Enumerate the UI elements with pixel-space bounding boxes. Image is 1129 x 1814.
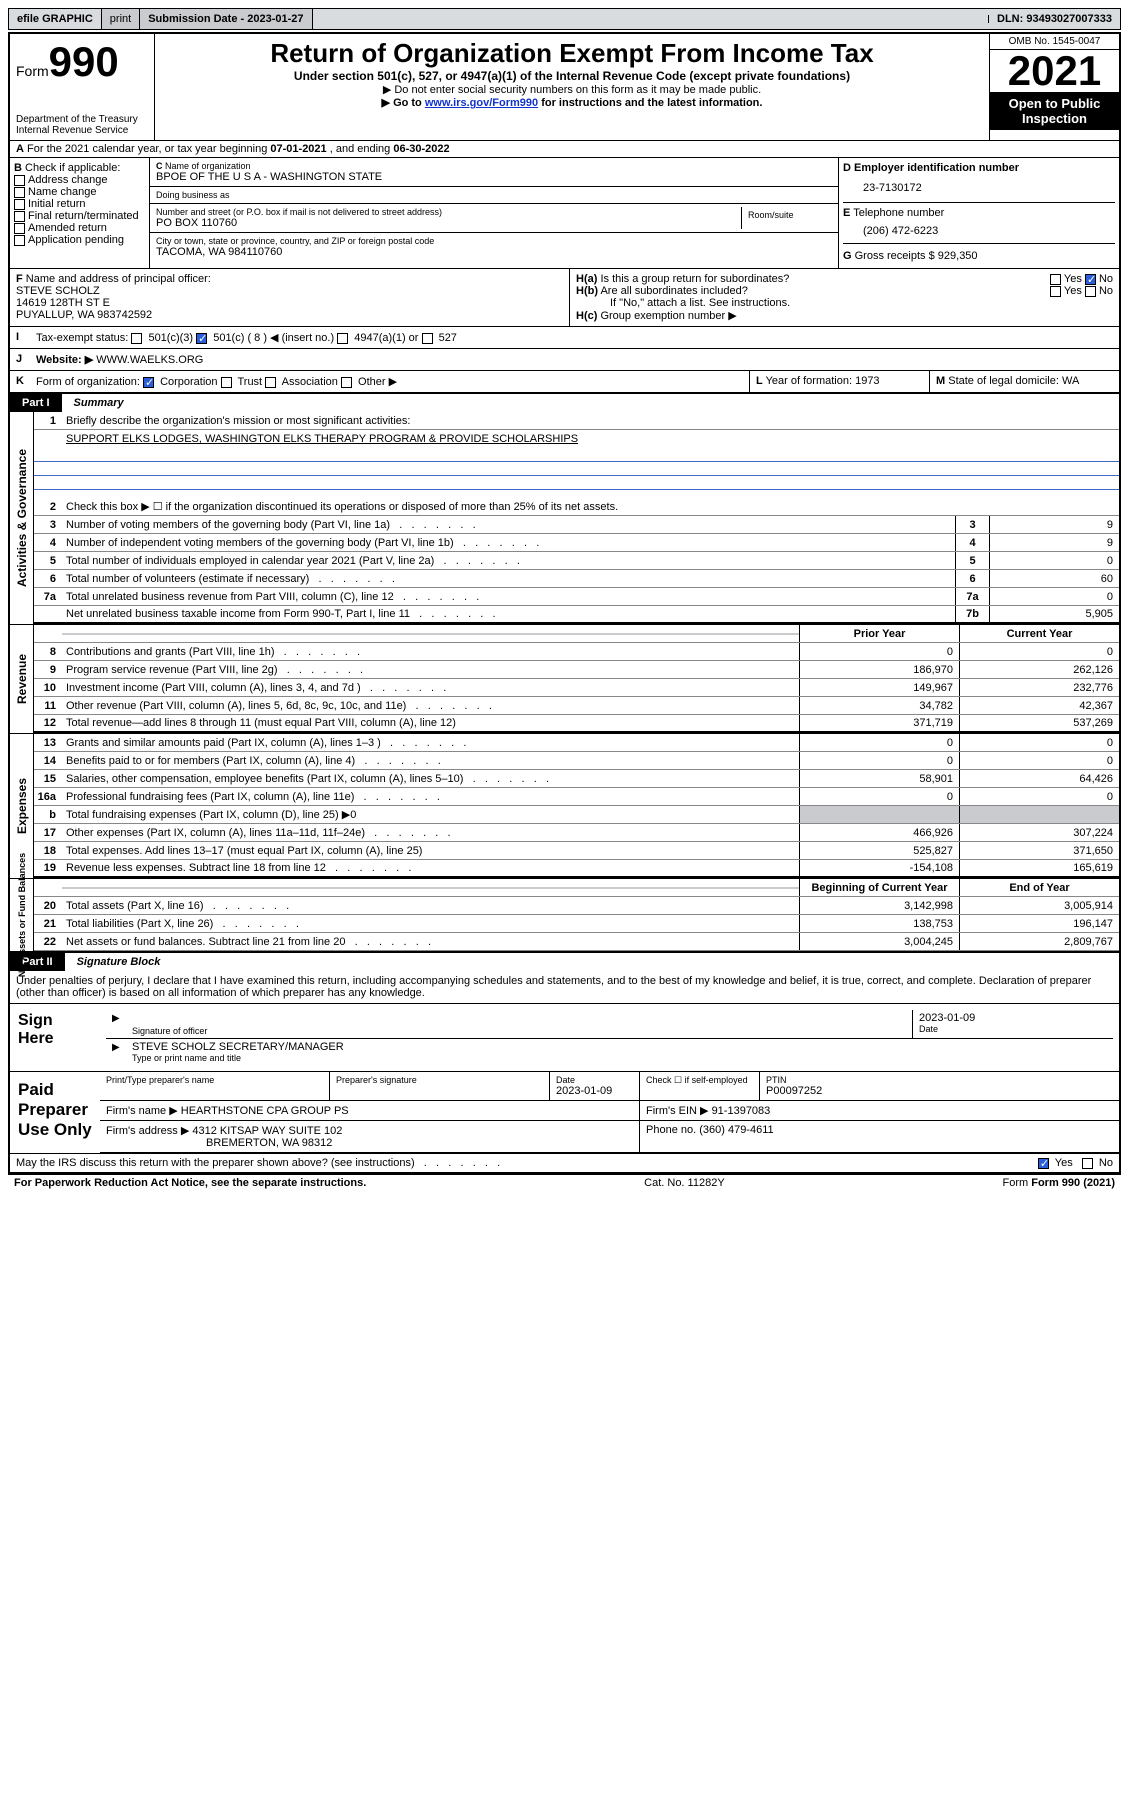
- open-to-public: Open to Public Inspection: [990, 92, 1119, 130]
- ha-yes[interactable]: [1050, 274, 1061, 285]
- irs-link[interactable]: www.irs.gov/Form990: [425, 97, 538, 109]
- discuss-yes[interactable]: [1038, 1158, 1049, 1169]
- col-c-org-info: C Name of organization BPOE OF THE U S A…: [150, 158, 839, 268]
- summary-expenses: Expenses 13Grants and similar amounts pa…: [10, 734, 1119, 879]
- check-trust[interactable]: [221, 377, 232, 388]
- ptin: P00097252: [766, 1085, 1113, 1097]
- mission-text: SUPPORT ELKS LODGES, WASHINGTON ELKS THE…: [62, 432, 1119, 446]
- tax-year: 2021: [990, 50, 1119, 92]
- discuss-no[interactable]: [1082, 1158, 1093, 1169]
- part2-header: Part II Signature Block: [10, 953, 1119, 971]
- check-other[interactable]: [341, 377, 352, 388]
- ssn-warning: ▶ Do not enter social security numbers o…: [159, 83, 985, 96]
- print-button[interactable]: print: [102, 9, 140, 29]
- check-application-pending[interactable]: [14, 235, 25, 246]
- check-address-change[interactable]: [14, 175, 25, 186]
- firm-ein: 91-1397083: [712, 1105, 771, 1117]
- hb-no[interactable]: [1085, 286, 1096, 297]
- firm-addr1: 4312 KITSAP WAY SUITE 102: [192, 1125, 342, 1137]
- col-b-checkboxes: B Check if applicable: Address change Na…: [10, 158, 150, 268]
- col-d-right: D Employer identification number 23-7130…: [839, 158, 1119, 268]
- check-corp[interactable]: [143, 377, 154, 388]
- summary-governance: Activities & Governance 1Briefly describ…: [10, 412, 1119, 625]
- row-i-tax-status: I Tax-exempt status: 501(c)(3) 501(c) ( …: [10, 327, 1119, 349]
- check-amended-return[interactable]: [14, 223, 25, 234]
- officer-name-title: STEVE SCHOLZ SECRETARY/MANAGER: [132, 1041, 1107, 1053]
- officer-name: STEVE SCHOLZ: [16, 285, 100, 297]
- check-527[interactable]: [422, 333, 433, 344]
- check-final-return[interactable]: [14, 211, 25, 222]
- firm-name: HEARTHSTONE CPA GROUP PS: [181, 1105, 349, 1117]
- efile-label: efile GRAPHIC: [9, 9, 102, 29]
- instructions-link-row: ▶ Go to www.irs.gov/Form990 for instruct…: [159, 96, 985, 109]
- page-footer: For Paperwork Reduction Act Notice, see …: [8, 1174, 1121, 1191]
- form-header: Form990 Department of the Treasury Inter…: [10, 34, 1119, 141]
- gross-receipts: 929,350: [938, 250, 978, 262]
- irs-label: Internal Revenue Service: [16, 125, 148, 136]
- row-klm: K Form of organization: Corporation Trus…: [10, 371, 1119, 394]
- ha-no[interactable]: [1085, 274, 1096, 285]
- submission-date-button[interactable]: Submission Date - 2023-01-27: [140, 9, 312, 29]
- firm-phone: (360) 479-4611: [699, 1124, 773, 1136]
- firm-addr2: BREMERTON, WA 98312: [106, 1137, 332, 1149]
- check-501c[interactable]: [196, 333, 207, 344]
- sign-here-row: Sign Here Signature of officer 2023-01-0…: [10, 1004, 1119, 1072]
- check-501c3[interactable]: [131, 333, 142, 344]
- street-address: PO BOX 110760: [156, 217, 741, 229]
- city-state-zip: TACOMA, WA 984110760: [156, 246, 832, 258]
- form-subtitle: Under section 501(c), 527, or 4947(a)(1)…: [159, 69, 985, 83]
- officer-addr2: PUYALLUP, WA 983742592: [16, 309, 152, 321]
- form-number: 990: [49, 38, 119, 85]
- check-name-change[interactable]: [14, 187, 25, 198]
- telephone: (206) 472-6223: [843, 219, 1115, 239]
- dept-label: Department of the Treasury: [16, 114, 148, 125]
- declaration-text: Under penalties of perjury, I declare th…: [10, 971, 1119, 1004]
- summary-revenue: Revenue Prior YearCurrent Year 8Contribu…: [10, 625, 1119, 734]
- check-assoc[interactable]: [265, 377, 276, 388]
- section-bcdeg: B Check if applicable: Address change Na…: [10, 158, 1119, 269]
- paid-preparer-row: Paid Preparer Use Only Print/Type prepar…: [10, 1072, 1119, 1153]
- may-irs-discuss: May the IRS discuss this return with the…: [10, 1153, 1119, 1172]
- row-f-h: F Name and address of principal officer:…: [10, 269, 1119, 327]
- topbar: efile GRAPHIC print Submission Date - 20…: [8, 8, 1121, 30]
- officer-addr1: 14619 128TH ST E: [16, 297, 110, 309]
- org-name: BPOE OF THE U S A - WASHINGTON STATE: [156, 171, 832, 183]
- part1-header: Part I Summary: [10, 394, 1119, 412]
- check-initial-return[interactable]: [14, 199, 25, 210]
- summary-net-assets: Net Assets or Fund Balances Beginning of…: [10, 879, 1119, 953]
- year-formation: 1973: [855, 375, 879, 387]
- website: WWW.WAELKS.ORG: [96, 354, 203, 366]
- hb-yes[interactable]: [1050, 286, 1061, 297]
- dln-label: DLN: 93493027007333: [989, 9, 1120, 29]
- state-domicile: WA: [1062, 375, 1079, 387]
- row-j-website: J Website: ▶ WWW.WAELKS.ORG: [10, 349, 1119, 371]
- form-title: Return of Organization Exempt From Incom…: [159, 38, 985, 69]
- sig-date: 2023-01-09: [919, 1012, 1107, 1024]
- check-4947[interactable]: [337, 333, 348, 344]
- row-a-tax-year: A For the 2021 calendar year, or tax yea…: [10, 141, 1119, 158]
- ein: 23-7130172: [843, 174, 1115, 198]
